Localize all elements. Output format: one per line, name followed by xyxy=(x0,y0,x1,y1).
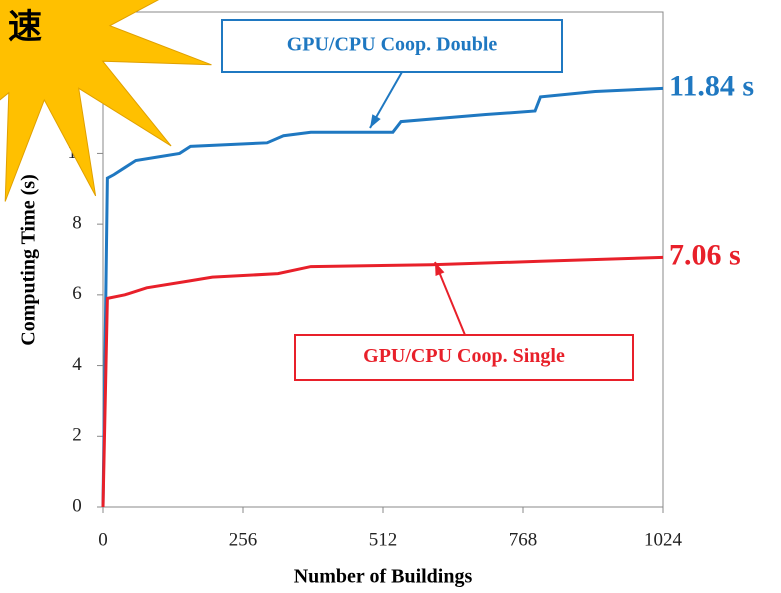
x-tick-label: 1024 xyxy=(644,529,683,550)
value-label: 7.06 s xyxy=(669,238,741,271)
x-tick-label: 768 xyxy=(509,529,538,550)
badge-text: 速 xyxy=(8,8,42,46)
x-tick-label: 512 xyxy=(369,529,398,550)
y-axis-label: Computing Time (s) xyxy=(18,174,40,346)
x-tick-label: 256 xyxy=(229,529,258,550)
y-tick-label: 6 xyxy=(72,283,82,304)
y-tick-label: 4 xyxy=(72,354,82,375)
value-label: 11.84 s xyxy=(669,69,754,102)
line xyxy=(103,257,663,507)
arrow-head xyxy=(370,114,381,128)
line xyxy=(103,88,663,507)
y-tick-label: 8 xyxy=(72,213,82,234)
y-tick-label: 0 xyxy=(72,495,82,516)
x-tick-label: 0 xyxy=(98,529,108,550)
page: {"chart_data": {"type": "line", "x_label… xyxy=(0,0,781,593)
legend-label: GPU/CPU Coop. Double xyxy=(287,34,498,56)
y-tick-label: 2 xyxy=(72,425,82,446)
chart: Number of Buildings Computing Time (s) 0… xyxy=(0,0,781,593)
legend-label: GPU/CPU Coop. Single xyxy=(363,345,565,367)
x-axis-label: Number of Buildings xyxy=(294,566,473,588)
